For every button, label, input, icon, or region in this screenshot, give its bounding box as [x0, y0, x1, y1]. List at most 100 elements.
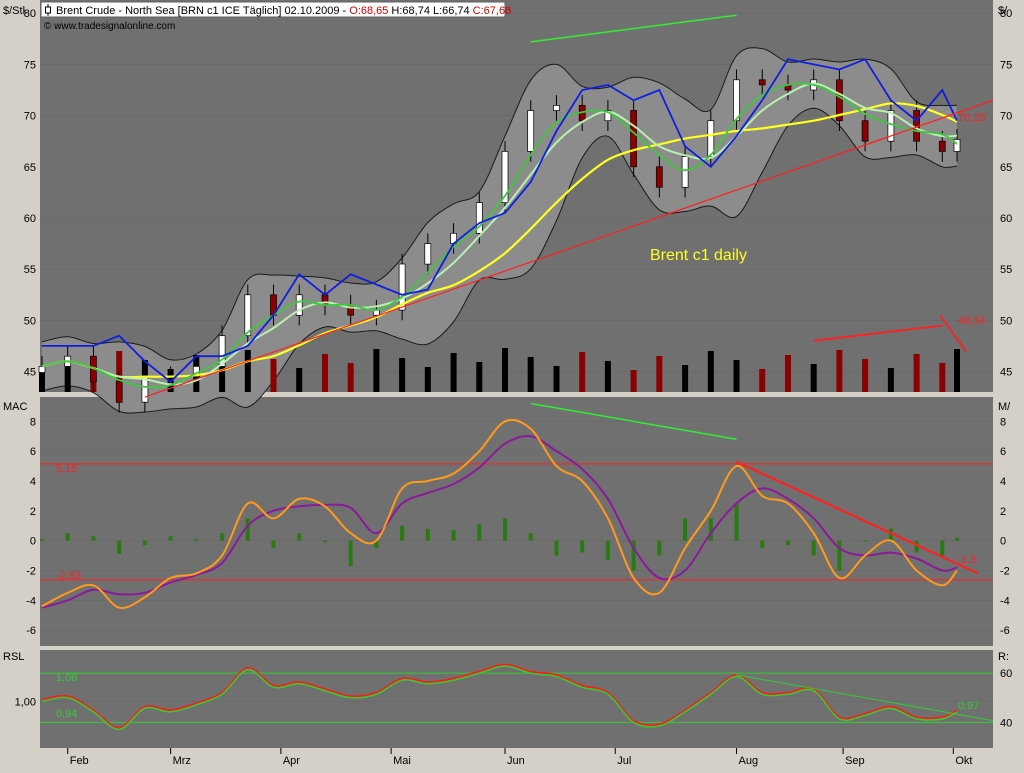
macd-axis-label-right: M/	[998, 401, 1011, 413]
macd-histogram-bar	[65, 533, 70, 541]
month-tick-label: Feb	[70, 755, 89, 767]
volume-trend-value: 48,54	[958, 315, 986, 327]
macd-tick-label-right: -2	[1000, 565, 1010, 577]
price-trend-value: 70,25	[958, 112, 986, 124]
candle-body	[630, 110, 637, 168]
macd-histogram-bar	[863, 540, 868, 542]
macd-tick-label-left: 4	[30, 476, 36, 488]
macd-histogram-bar	[451, 530, 456, 541]
envelope-line	[42, 58, 958, 384]
volume-trendline	[813, 324, 943, 342]
macd-histogram-bar	[811, 540, 816, 556]
macd-histogram-bar	[734, 503, 739, 541]
candle-body	[707, 120, 715, 157]
candle-body	[218, 335, 226, 367]
macd-histogram-bar	[117, 540, 122, 554]
macd-histogram-bar	[425, 528, 430, 541]
volume-bar	[116, 351, 123, 392]
volume-bar	[244, 350, 251, 392]
candle-body	[655, 166, 663, 188]
volume-bar	[502, 348, 508, 392]
macd-lower-level-label: -2,63	[56, 570, 81, 582]
rsl-chart	[40, 663, 994, 731]
candle-body	[38, 366, 46, 373]
macd-tick-label-right: 0	[1000, 536, 1006, 548]
candle-body	[836, 79, 843, 122]
volume-bar	[682, 365, 689, 392]
rsl-tick-label-left: 1,00	[15, 696, 36, 708]
macd-histogram-bar	[554, 540, 559, 556]
volume-bar	[862, 359, 869, 392]
volume-bar	[939, 363, 946, 392]
candle-icon	[45, 4, 51, 16]
rsl-axis-label-right: R:	[998, 651, 1009, 663]
volume-bar	[810, 364, 817, 392]
month-tick-label: Mai	[393, 755, 411, 767]
macd-histogram-bar	[323, 540, 327, 543]
month-tick-label: Okt	[955, 755, 972, 767]
macd-histogram-bar	[168, 536, 173, 541]
macd-histogram-bar	[220, 533, 225, 541]
volume-bar	[373, 349, 380, 392]
header-low: L:66,74	[433, 5, 470, 17]
macd-tick-label-left: -4	[26, 595, 36, 607]
candle-body	[953, 139, 961, 152]
rsl-tick-label-right: 40	[1000, 717, 1012, 729]
volume-bar	[759, 369, 766, 392]
volume-bar	[836, 350, 843, 392]
price-axis-label-left: $/Stl	[3, 5, 25, 17]
candle-body	[604, 110, 612, 122]
rsl-panel-background	[40, 650, 993, 748]
bollinger-band	[41, 47, 958, 414]
macd-tick-label-left: 2	[30, 506, 36, 518]
price-axis-label-right: $/	[998, 5, 1008, 17]
macd-tick-label-left: 0	[30, 536, 36, 548]
ma-slow-line	[41, 102, 958, 379]
volume-bar	[656, 356, 663, 392]
month-tick-label: Jul	[617, 755, 631, 767]
macd-axis-label-left: MAC	[3, 401, 28, 413]
macd-histogram-bar	[194, 539, 199, 541]
rsl-upper-level-label: 1,08	[56, 672, 77, 684]
macd-tick-label-right: 8	[1000, 416, 1006, 428]
volume-bar	[733, 360, 740, 392]
volume-bar	[476, 362, 483, 392]
month-tick-label: Mrz	[173, 755, 191, 767]
month-tick-label: Apr	[283, 755, 300, 767]
price-tick-label-right: 45	[1000, 367, 1012, 379]
candle-body	[501, 151, 509, 203]
candle-body	[861, 120, 869, 142]
rsl-lower-level-label: 0,94	[56, 708, 77, 720]
month-tick-label: Aug	[739, 755, 759, 767]
candle-body	[475, 202, 483, 234]
header-text: Brent Crude - North Sea [BRN c1 ICE Tägl…	[56, 5, 511, 17]
header-box	[40, 1, 506, 18]
month-tick-label: Jun	[507, 755, 525, 767]
price-tick-label-right: 65	[1000, 162, 1012, 174]
volume-bar	[424, 367, 431, 392]
macd-histogram-bar	[760, 540, 765, 549]
macd-tick-label-right: 6	[1000, 446, 1006, 458]
price-tick-label-right: 55	[1000, 264, 1012, 276]
candle-body	[553, 105, 560, 111]
candle-body	[115, 381, 123, 403]
rsl-axis-label-left: RSL	[3, 651, 24, 663]
price-tick-label-left: 70	[24, 111, 36, 123]
rsl-red-line	[41, 663, 958, 729]
candle-body	[295, 294, 303, 316]
macd-histogram-bar	[605, 540, 610, 560]
volume-bar	[913, 354, 920, 392]
macd-tick-label-right: -4	[1000, 595, 1010, 607]
price-tick-label-right: 60	[1000, 213, 1012, 225]
candle-body	[758, 79, 766, 86]
volume-bar	[579, 352, 586, 392]
macd-tick-label-right: -6	[1000, 625, 1010, 637]
macd-histogram-bar	[683, 518, 688, 541]
macd-signal-line	[41, 435, 958, 609]
volume-bar	[399, 358, 406, 392]
price-tick-label-left: 65	[24, 162, 36, 174]
macd-tick-label-left: 6	[30, 446, 36, 458]
macd-tick-label-right: 4	[1000, 476, 1006, 488]
